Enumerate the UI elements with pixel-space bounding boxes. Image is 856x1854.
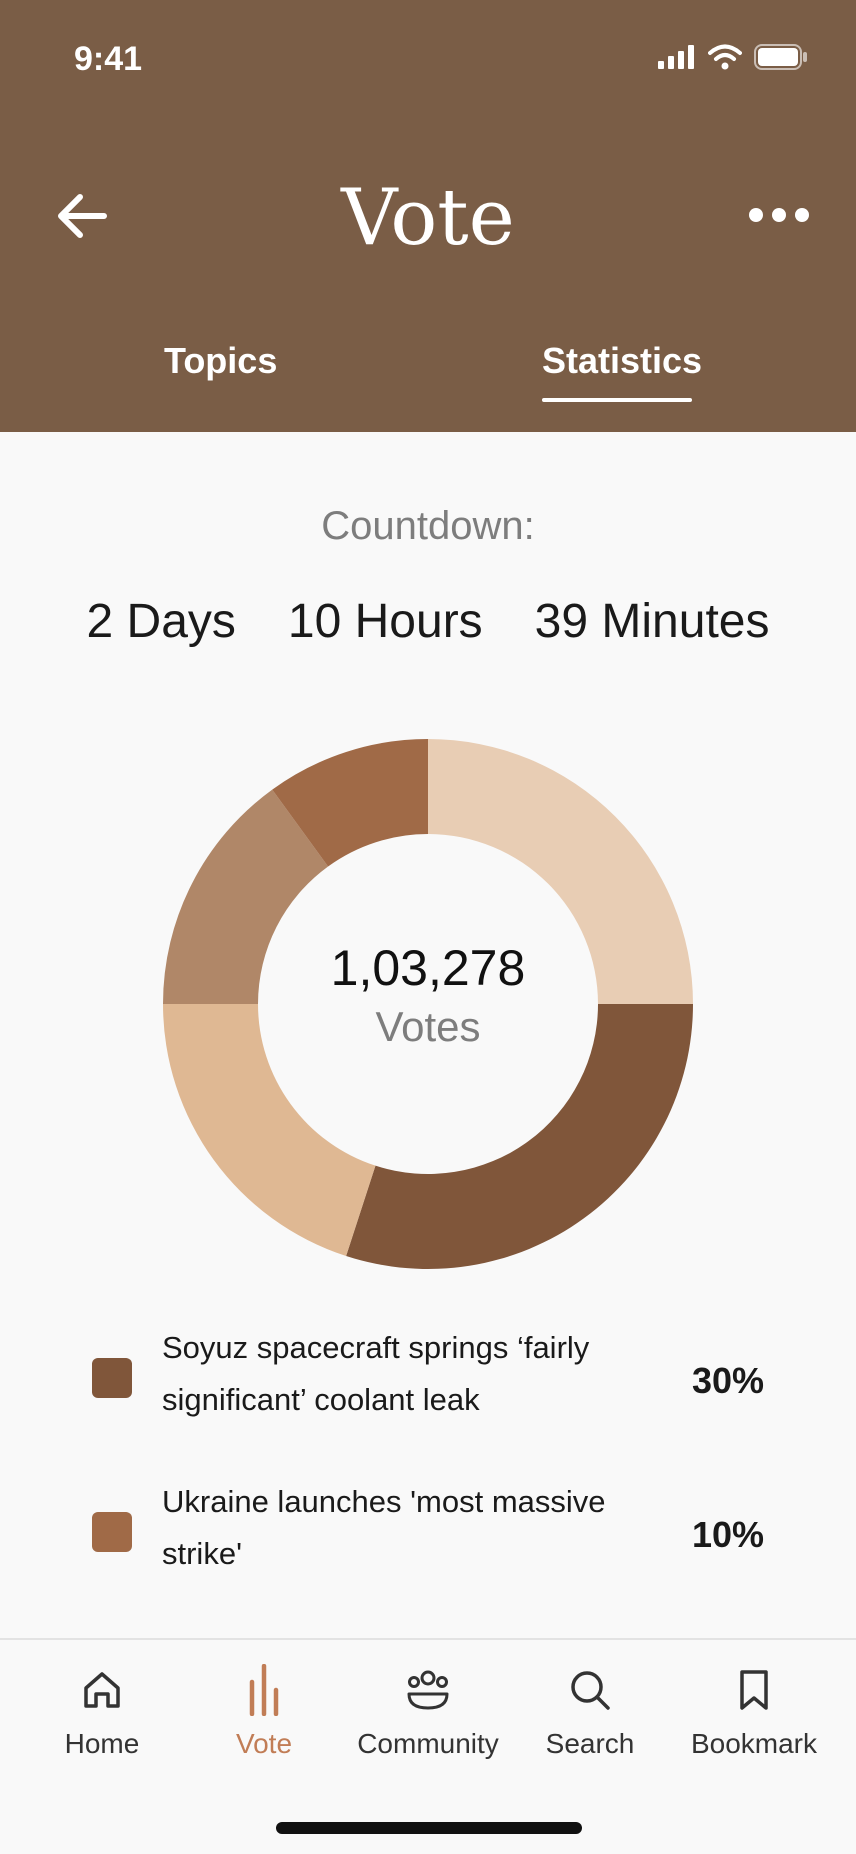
status-icons [658,44,808,70]
search-icon [571,1671,610,1710]
donut-svg [163,739,693,1269]
nav-label: Search [545,1728,635,1759]
vote-icon [249,1664,279,1716]
legend-swatch [92,1358,132,1398]
legend-topic-text: Soyuz spacecraft springs ‘fairly signifi… [162,1330,590,1417]
battery-icon [754,44,807,70]
nav-bookmark[interactable]: Bookmark [674,1660,834,1760]
countdown-label: Countdown: [321,504,535,548]
countdown-hours: 10 Hours [287,595,483,648]
legend-swatch [92,1512,132,1552]
community-icon [407,1670,449,1710]
tab-topics[interactable]: Topics [164,340,278,381]
nav-label: Home [64,1728,140,1759]
legend-percent: 30% [691,1360,764,1401]
countdown-minutes: 39 Minutes [534,595,770,648]
bottom-nav: Home Vote Community [0,1638,856,1854]
wifi-icon [708,44,742,70]
chart-center: 1,03,278 Votes [163,939,693,1051]
donut-slice-4 [163,789,329,1004]
nav-vote[interactable]: Vote [184,1660,344,1760]
status-time: 9:41 [74,40,143,78]
nav-search[interactable]: Search [510,1660,670,1760]
back-arrow-icon[interactable] [52,186,112,246]
page-title: Vote [341,173,515,263]
nav-label: Bookmark [690,1728,818,1759]
vote-donut-chart [163,739,693,1269]
legend-item[interactable]: Ukraine launches 'most massive strike' 1… [0,1482,856,1602]
tab-statistics[interactable]: Statistics [542,340,703,381]
home-icon [84,1672,120,1708]
donut-slice-1 [428,739,693,1004]
countdown-values: 2 Days 10 Hours 39 Minutes [0,594,856,649]
nav-label: Vote [235,1728,293,1759]
donut-slice-3 [163,1004,376,1257]
bookmark-icon [740,1670,768,1710]
home-indicator [276,1822,582,1834]
legend-topic-text: Ukraine launches 'most massive strike' [162,1484,606,1571]
active-tab-indicator [542,398,692,402]
legend-item[interactable]: Soyuz spacecraft springs ‘fairly signifi… [0,1328,856,1448]
nav-home[interactable]: Home [22,1660,182,1760]
signal-icon [658,45,694,69]
countdown-days: 2 Days [86,595,236,648]
total-votes: 1,03,278 [330,940,526,996]
donut-slice-2 [346,1004,693,1269]
header-bar: 9:41 Vote Topics Statistics [0,0,856,432]
nav-label: Community [357,1728,499,1759]
donut-slice-5 [272,739,428,867]
legend-percent: 10% [691,1514,764,1555]
more-options-icon[interactable] [748,200,810,230]
nav-community[interactable]: Community [348,1660,508,1760]
total-votes-label: Votes [375,1003,481,1050]
